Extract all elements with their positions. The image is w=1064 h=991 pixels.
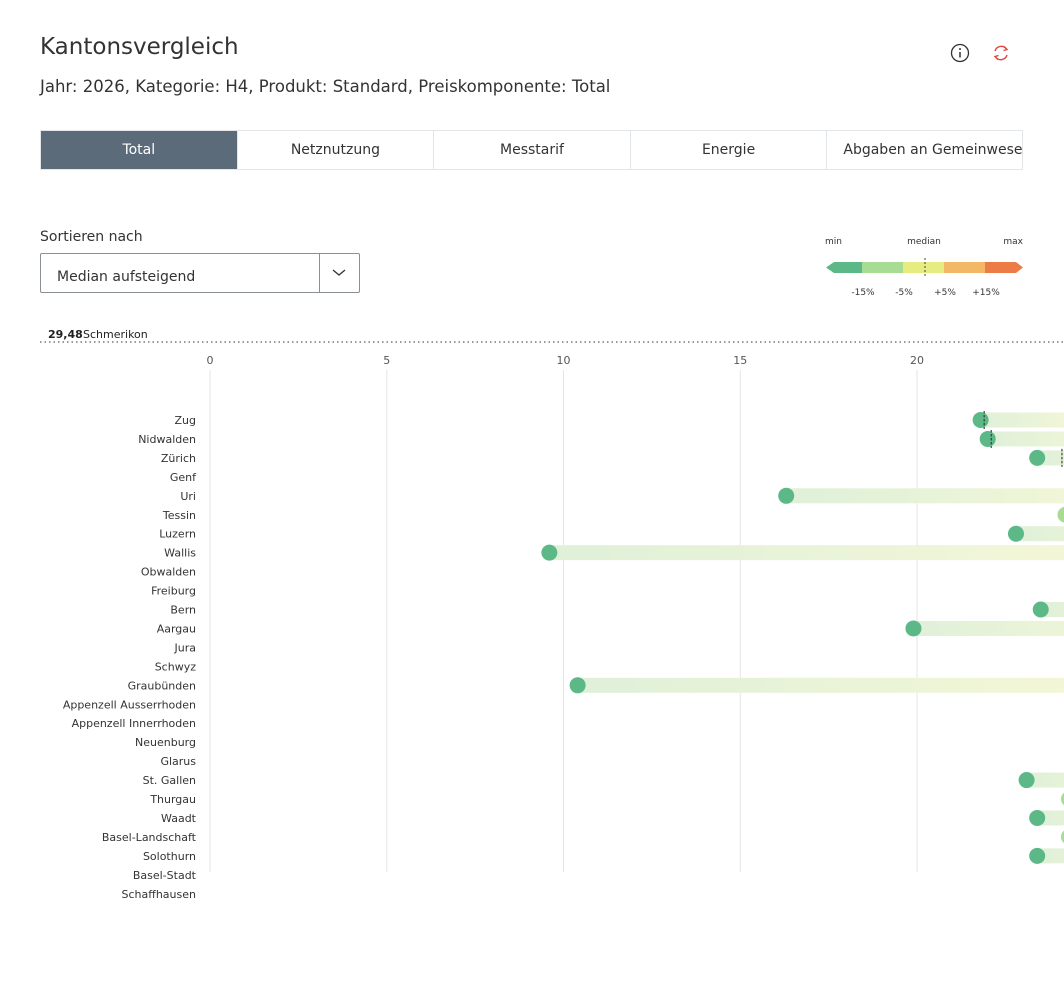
min-dot (541, 544, 558, 561)
min-dot (569, 677, 586, 694)
canton-label: Waadt (161, 812, 197, 825)
canton-label: Schaffhausen (122, 888, 197, 901)
canton-label: Nidwalden (138, 433, 196, 446)
legend-arrow-right (1016, 262, 1023, 273)
sort-select-value: Median aufsteigend (57, 269, 196, 285)
refresh-icon[interactable] (990, 42, 1012, 64)
tab-energie[interactable]: Energie (631, 131, 828, 169)
min-dot (979, 430, 996, 447)
min-dot (1029, 809, 1046, 826)
canton-label: Basel-Landschaft (102, 831, 197, 844)
legend-tick-label: +15% (972, 288, 1000, 298)
info-icon[interactable] (949, 42, 971, 64)
range-bar (786, 488, 1064, 504)
min-dot (1007, 525, 1024, 542)
legend-segment (834, 262, 862, 273)
legend-segment (985, 262, 1016, 273)
min-dot (1057, 506, 1064, 523)
legend-segment (903, 262, 944, 273)
min-dot (1029, 449, 1046, 466)
canton-label: Appenzell Ausserrhoden (63, 698, 196, 711)
tab-messtarif[interactable]: Messtarif (434, 131, 631, 169)
legend-arrow-left (826, 262, 834, 273)
canton-label: Wallis (164, 547, 196, 560)
canton-label: St. Gallen (143, 774, 196, 787)
legend-segment (862, 262, 903, 273)
x-tick-label: 10 (557, 354, 571, 367)
canton-label: Basel-Stadt (133, 869, 197, 882)
range-bar (913, 620, 1064, 636)
page-title: Kantonsvergleich (40, 34, 239, 60)
select-divider (319, 254, 320, 292)
canton-label: Thurgau (149, 793, 196, 806)
canton-label: Genf (170, 471, 197, 484)
legend-tick-label: -5% (895, 288, 913, 298)
canton-label: Schwyz (155, 660, 197, 673)
canton-label: Graubünden (128, 679, 196, 692)
range-bar (1015, 526, 1064, 542)
min-dot (1018, 772, 1035, 789)
range-bar (577, 677, 1064, 693)
min-dot (1029, 847, 1046, 864)
tab-netznutzung[interactable]: Netznutzung (238, 131, 435, 169)
legend-median-label: median (907, 237, 941, 247)
sort-select[interactable]: Median aufsteigend (40, 253, 360, 293)
tab-total[interactable]: Total (41, 131, 238, 169)
canton-label: Zürich (161, 452, 196, 465)
min-dot (778, 487, 795, 504)
color-legend: min median max -15% -5% +5% +15% (825, 237, 1024, 298)
canton-label: Solothurn (143, 850, 196, 863)
canton-label: Uri (180, 490, 196, 503)
canton-label: Luzern (159, 528, 196, 541)
x-tick-label: 20 (910, 354, 924, 367)
x-tick-label: 0 (207, 354, 214, 367)
canton-label: Obwalden (141, 566, 196, 579)
legend-tick-label: +5% (934, 288, 956, 298)
min-dot (1032, 601, 1049, 618)
canton-label: Appenzell Innerrhoden (72, 717, 196, 730)
component-tabs: Total Netznutzung Messtarif Energie Abga… (40, 130, 1023, 170)
range-bar (1026, 772, 1064, 788)
legend-segment (944, 262, 985, 273)
canton-label: Zug (175, 414, 197, 427)
min-dot (1061, 830, 1064, 844)
chevron-down-icon (332, 269, 346, 276)
range-bar (980, 412, 1064, 428)
x-tick-label: 5 (383, 354, 390, 367)
range-bar (549, 545, 1064, 561)
canton-label: Aargau (157, 622, 196, 635)
canton-label: Bern (170, 604, 196, 617)
page-subtitle: Jahr: 2026, Kategorie: H4, Produkt: Stan… (40, 77, 611, 96)
reference-label: Schmerikon (83, 328, 148, 341)
legend-min-label: min (825, 237, 842, 247)
reference-value: 29,48 (48, 328, 83, 341)
tab-abgaben[interactable]: Abgaben an Gemeinwesen (843, 142, 1023, 158)
legend-max-label: max (1003, 237, 1023, 247)
range-bar (987, 431, 1064, 447)
canton-label: Tessin (162, 509, 196, 522)
canton-label: Freiburg (151, 585, 196, 598)
x-tick-label: 15 (733, 354, 747, 367)
sort-label: Sortieren nach (40, 229, 143, 245)
legend-tick-label: -15% (851, 288, 875, 298)
min-dot (972, 412, 989, 428)
canton-label: Neuenburg (135, 736, 196, 749)
min-dot (905, 620, 922, 637)
canton-label: Glarus (160, 755, 196, 768)
min-dot (1061, 792, 1064, 806)
canton-label: Jura (174, 641, 196, 654)
